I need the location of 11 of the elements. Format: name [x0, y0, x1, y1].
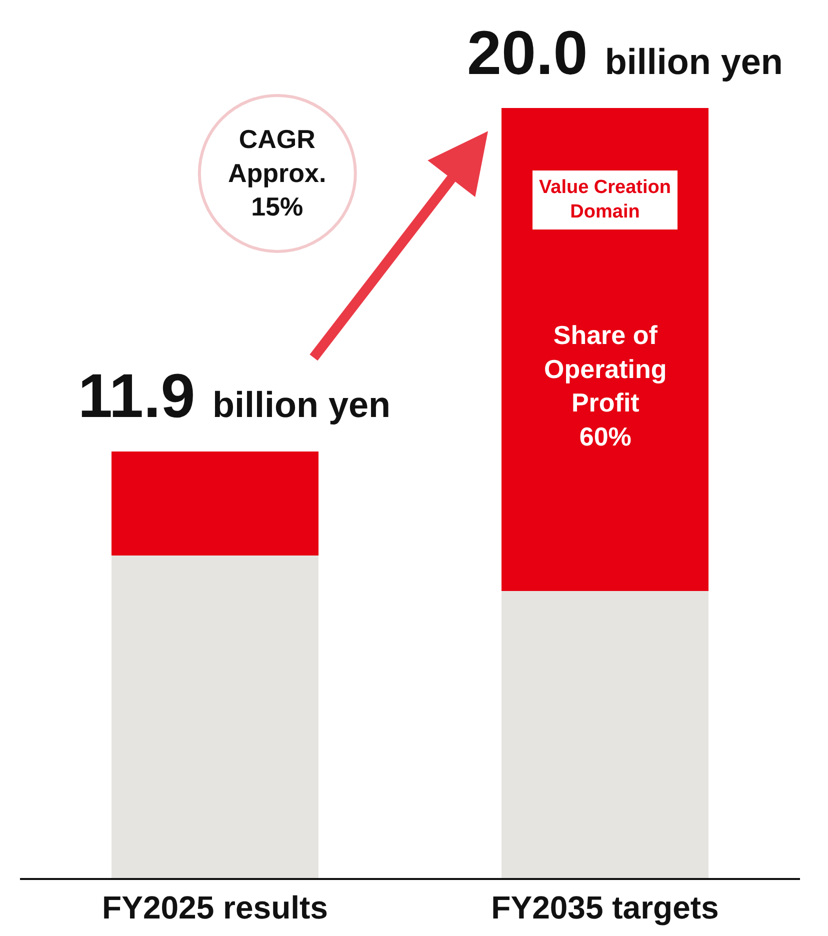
x-tick-label: FY2025 results	[102, 889, 328, 926]
annotation: Value Creation Domain	[539, 177, 671, 223]
annotation: Share of Operating Profit 60%	[544, 320, 667, 452]
annotation: 11.9 billion yen	[78, 362, 390, 431]
bar	[112, 451, 318, 556]
x-tick-label: FY2035 targets	[491, 889, 719, 926]
annotation: 20.0 billion yen	[467, 19, 783, 88]
annotation: CAGR Approx. 15%	[228, 124, 326, 222]
bar	[502, 590, 708, 878]
bar	[112, 555, 318, 878]
bar	[502, 108, 708, 591]
